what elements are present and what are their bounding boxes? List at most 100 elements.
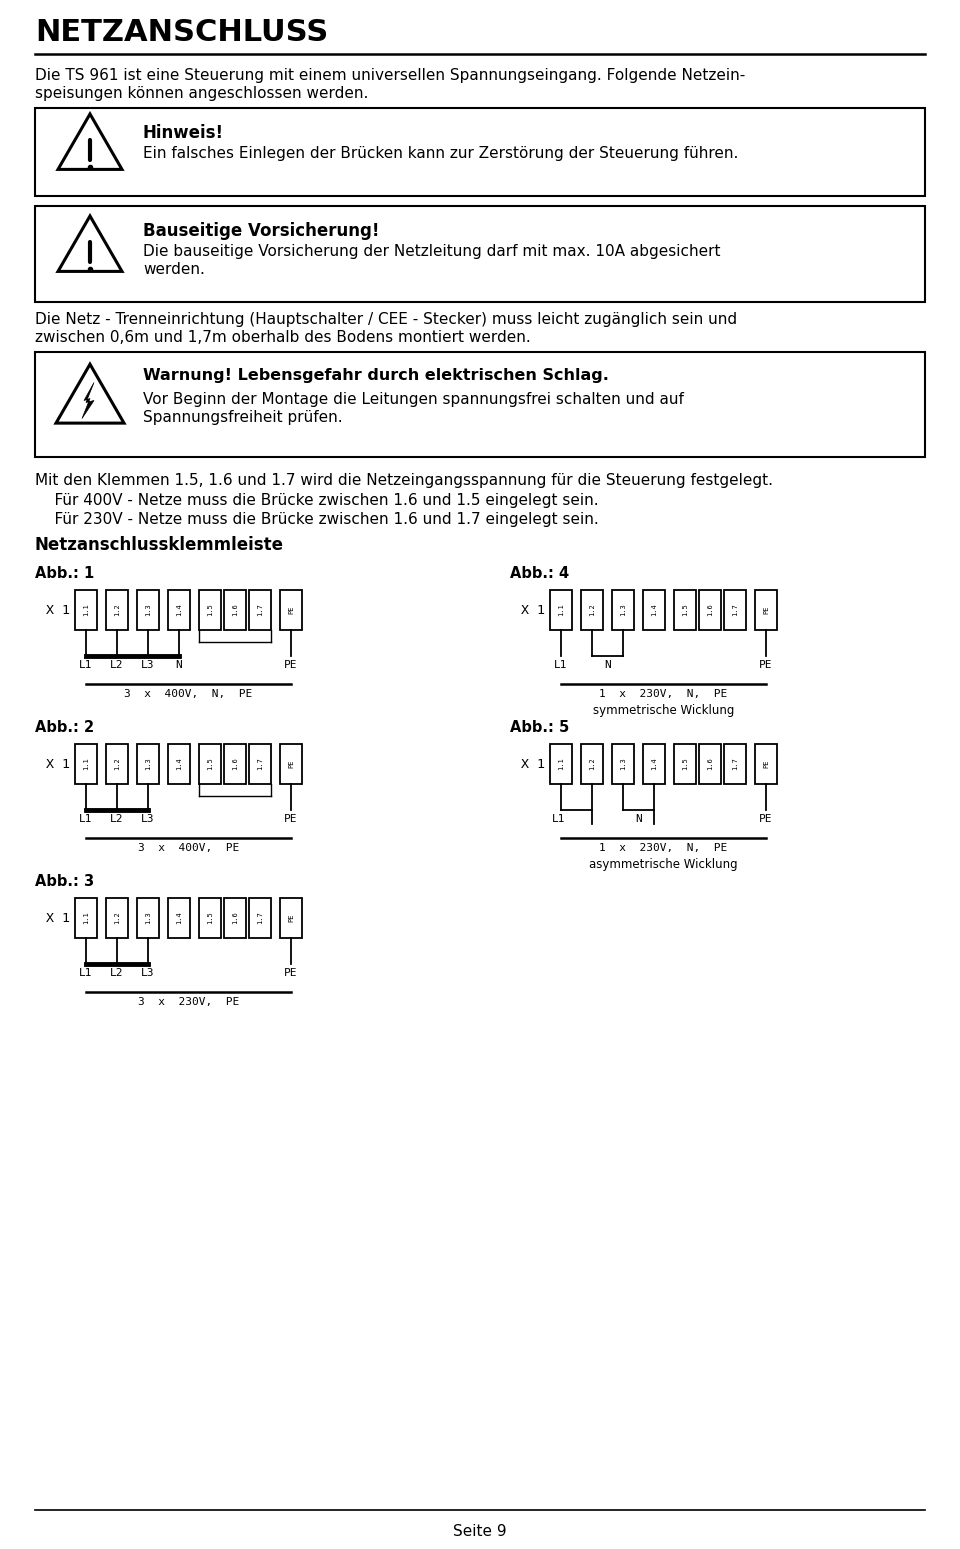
Bar [699,744,721,784]
Bar [35,352,925,457]
Bar [581,744,603,784]
Bar [280,744,302,784]
Text: Die TS 961 ist eine Steuerung mit einem universellen Spannungseingang. Folgende : Die TS 961 ist eine Steuerung mit einem … [35,68,745,84]
Text: 1.3: 1.3 [145,912,151,925]
Text: L2: L2 [110,815,124,824]
Text: PE: PE [763,759,769,768]
Text: 1.6: 1.6 [707,757,713,770]
Text: Abb.: 4: Abb.: 4 [510,565,569,581]
Text: X 1: X 1 [46,604,70,617]
Text: 1.2: 1.2 [589,604,595,617]
Text: PE: PE [284,815,298,824]
Text: X 1: X 1 [521,757,545,770]
Text: 3  x  400V,  N,  PE: 3 x 400V, N, PE [125,689,252,699]
Bar [168,898,190,939]
Bar [612,590,634,630]
Bar [674,744,696,784]
Text: 1.1: 1.1 [558,757,564,770]
Text: 1  x  230V,  N,  PE: 1 x 230V, N, PE [599,689,728,699]
Text: 1.5: 1.5 [682,757,688,770]
Text: 1.6: 1.6 [232,604,238,617]
Text: Mit den Klemmen 1.5, 1.6 und 1.7 wird die Netzeingangsspannung für die Steuerung: Mit den Klemmen 1.5, 1.6 und 1.7 wird di… [35,472,773,488]
Text: PE: PE [288,759,294,768]
Text: L1: L1 [554,660,567,671]
Text: Vor Beginn der Montage die Leitungen spannungsfrei schalten und auf: Vor Beginn der Montage die Leitungen spa… [143,392,684,407]
Text: 1.5: 1.5 [682,604,688,617]
Text: L1: L1 [80,968,93,977]
Bar [75,590,97,630]
Text: 3  x  230V,  PE: 3 x 230V, PE [138,998,239,1007]
Bar [199,590,221,630]
Bar [106,744,128,784]
Text: 1.3: 1.3 [145,757,151,770]
Bar [724,744,746,784]
Bar [612,744,634,784]
Text: Abb.: 2: Abb.: 2 [35,720,94,734]
Bar [168,744,190,784]
Text: Abb.: 5: Abb.: 5 [510,720,569,734]
Text: symmetrische Wicklung: symmetrische Wicklung [593,703,734,717]
Bar [35,206,925,302]
Text: X 1: X 1 [46,757,70,770]
Text: Bauseitige Vorsicherung!: Bauseitige Vorsicherung! [143,222,379,240]
Text: 1.7: 1.7 [732,757,738,770]
Bar [280,590,302,630]
Text: PE: PE [288,606,294,615]
Text: X 1: X 1 [521,604,545,617]
Text: L3: L3 [141,660,155,671]
Text: L1: L1 [80,815,93,824]
Text: asymmetrische Wicklung: asymmetrische Wicklung [589,858,738,871]
Text: Abb.: 1: Abb.: 1 [35,565,94,581]
Text: L2: L2 [110,660,124,671]
Text: PE: PE [763,606,769,615]
Text: 1  x  230V,  N,  PE: 1 x 230V, N, PE [599,843,728,853]
Text: 1.1: 1.1 [558,604,564,617]
Text: 1.6: 1.6 [232,757,238,770]
Text: N: N [604,660,611,671]
Text: N: N [636,815,642,824]
Text: zwischen 0,6m und 1,7m oberhalb des Bodens montiert werden.: zwischen 0,6m und 1,7m oberhalb des Bode… [35,330,531,345]
Bar [674,590,696,630]
Text: 1.4: 1.4 [176,757,182,770]
Text: 1.2: 1.2 [114,912,120,925]
Text: PE: PE [759,815,773,824]
Text: Für 230V - Netze muss die Brücke zwischen 1.6 und 1.7 eingelegt sein.: Für 230V - Netze muss die Brücke zwische… [35,513,599,527]
Text: 1.2: 1.2 [114,604,120,617]
Bar [755,744,777,784]
Bar [249,898,271,939]
Text: 1.4: 1.4 [651,757,657,770]
Text: 1.5: 1.5 [207,604,213,617]
Bar [224,590,246,630]
Text: 1.5: 1.5 [207,912,213,925]
Text: 1.4: 1.4 [176,912,182,925]
Text: 3  x  400V,  PE: 3 x 400V, PE [138,843,239,853]
Text: Ein falsches Einlegen der Brücken kann zur Zerstörung der Steuerung führen.: Ein falsches Einlegen der Brücken kann z… [143,146,738,161]
Bar [35,108,925,197]
Text: Abb.: 3: Abb.: 3 [35,874,94,889]
Text: 1.6: 1.6 [232,912,238,925]
Text: L3: L3 [141,815,155,824]
Text: L1: L1 [552,815,565,824]
Bar [224,898,246,939]
Bar [106,590,128,630]
Bar [755,590,777,630]
Text: 1.7: 1.7 [732,604,738,617]
Text: PE: PE [288,914,294,922]
Text: 1.2: 1.2 [114,757,120,770]
Text: 1.1: 1.1 [83,604,89,617]
Text: Die Netz - Trenneinrichtung (Hauptschalter / CEE - Stecker) muss leicht zugängli: Die Netz - Trenneinrichtung (Hauptschalt… [35,311,737,327]
Text: Hinweis!: Hinweis! [143,124,224,143]
Bar [249,590,271,630]
Text: PE: PE [759,660,773,671]
Bar [724,590,746,630]
Text: 1.1: 1.1 [83,912,89,925]
Bar [224,744,246,784]
Bar [199,898,221,939]
Text: Warnung! Lebensgefahr durch elektrischen Schlag.: Warnung! Lebensgefahr durch elektrischen… [143,369,609,383]
Bar [643,744,665,784]
Text: L3: L3 [141,968,155,977]
Text: NETZANSCHLUSS: NETZANSCHLUSS [35,19,328,46]
Bar [168,590,190,630]
Text: 1.7: 1.7 [257,604,263,617]
Text: L1: L1 [80,660,93,671]
